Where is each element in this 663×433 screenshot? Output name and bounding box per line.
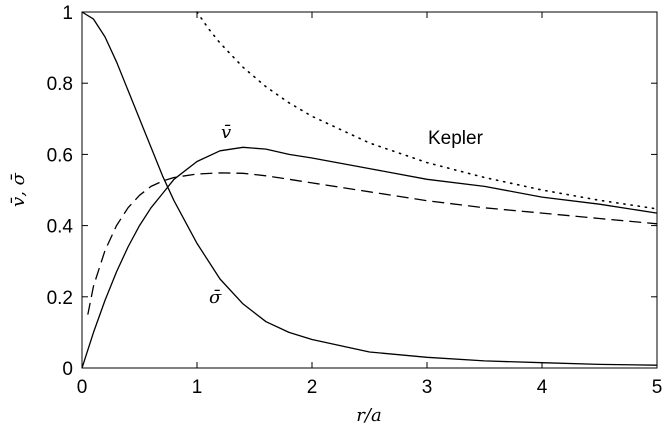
series-line-dashed [87, 172, 658, 315]
y-tick-label: 0.2 [47, 288, 73, 309]
plot-area-frame [81, 11, 658, 369]
y-tick-label: 1 [62, 3, 73, 24]
x-tick-label: 0 [77, 377, 88, 398]
series-line-sigma-bar [81, 11, 658, 366]
x-tick-label: 1 [192, 377, 203, 398]
axis-ticks: 0 1 2 3 4 5 0 0.2 0.4 0.6 0.8 1 [47, 3, 663, 398]
x-tick-label: 2 [307, 377, 318, 398]
series-line-v-bar [81, 146, 658, 369]
x-tick-label: 4 [537, 377, 548, 398]
annotation-kepler: Kepler [428, 128, 484, 149]
annotation-v-bar: v̄ [221, 122, 231, 143]
y-tick-label: 0.8 [47, 74, 73, 95]
y-tick-label: 0.6 [47, 145, 73, 166]
y-tick-label: 0.4 [47, 217, 74, 238]
x-tick-label: 5 [652, 377, 663, 398]
annotation-sigma-bar: σ̄ [209, 287, 222, 308]
x-axis-label: r/a [356, 405, 381, 426]
y-tick-label: 0 [62, 359, 73, 380]
series-lines [81, 11, 658, 369]
y-axis-label: v̄, σ̄ [8, 172, 29, 207]
x-tick-label: 3 [422, 377, 433, 398]
